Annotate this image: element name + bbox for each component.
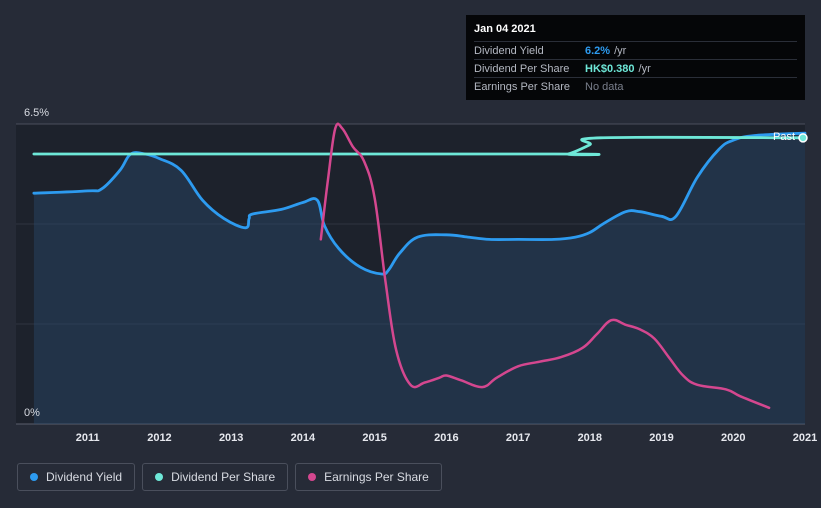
tooltip: Jan 04 2021 Dividend Yield 6.2% /yr Divi… <box>466 15 805 100</box>
tooltip-row-dividend-yield: Dividend Yield 6.2% /yr <box>474 41 797 59</box>
tooltip-unit: /yr <box>614 44 627 57</box>
tooltip-row-earnings-per-share: Earnings Per Share No data <box>474 77 797 95</box>
line-dividend-yield <box>32 131 807 276</box>
past-marker: Past <box>773 131 808 143</box>
tooltip-value: HK$0.380 <box>585 62 635 75</box>
tooltip-label: Earnings Per Share <box>474 80 570 93</box>
x-axis: 2011 2012 2013 2014 2015 2016 2017 2018 2019 2020… <box>76 432 817 444</box>
legend-label: Earnings Per Share <box>324 470 429 484</box>
tooltip-value: No data <box>585 80 624 93</box>
x-tick-label: 2011 <box>76 432 100 444</box>
line-earnings-per-share <box>319 122 771 410</box>
x-tick-label: 2017 <box>506 432 530 444</box>
y-tick-label: 6.5% <box>24 107 49 119</box>
x-tick-label: 2021 <box>793 432 817 444</box>
x-tick-label: 2015 <box>362 432 386 444</box>
x-tick-label: 2020 <box>721 432 745 444</box>
legend-earnings-per-share[interactable]: Earnings Per Share <box>295 463 442 491</box>
legend-dividend-per-share[interactable]: Dividend Per Share <box>142 463 289 491</box>
series-lines <box>32 122 807 410</box>
tooltip-date: Jan 04 2021 <box>474 23 536 35</box>
x-tick-label: 2018 <box>578 432 602 444</box>
tooltip-row-dividend-per-share: Dividend Per Share HK$0.380 /yr <box>474 59 797 77</box>
tooltip-label: Dividend Per Share <box>474 62 570 75</box>
x-tick-label: 2019 <box>649 432 673 444</box>
line-dividend-per-share <box>32 135 807 157</box>
legend-label: Dividend Per Share <box>171 470 276 484</box>
legend-dot-icon <box>30 473 38 481</box>
tooltip-value: 6.2% <box>585 44 611 57</box>
x-tick-label: 2016 <box>434 432 458 444</box>
y-tick-label: 0% <box>24 407 40 419</box>
y-axis: 0% 6.5% <box>24 107 49 419</box>
x-tick-label: 2013 <box>219 432 243 444</box>
legend-label: Dividend Yield <box>46 470 123 484</box>
tooltip-unit: /yr <box>638 62 651 75</box>
legend-dividend-yield[interactable]: Dividend Yield <box>17 463 136 491</box>
legend-dot-icon <box>155 473 164 481</box>
x-tick-label: 2014 <box>291 432 316 444</box>
gridlines <box>16 123 805 425</box>
past-label: Past <box>773 131 795 143</box>
plot-background <box>16 124 805 424</box>
x-tick-label: 2012 <box>147 432 171 444</box>
area-dividend-yield <box>33 133 805 424</box>
legend: Dividend Yield Dividend Per Share Earnin… <box>17 463 442 491</box>
tooltip-label: Dividend Yield <box>474 44 544 57</box>
past-dot-dividend-yield[interactable] <box>798 133 808 143</box>
legend-dot-icon <box>308 473 317 481</box>
series-areas <box>33 133 805 424</box>
